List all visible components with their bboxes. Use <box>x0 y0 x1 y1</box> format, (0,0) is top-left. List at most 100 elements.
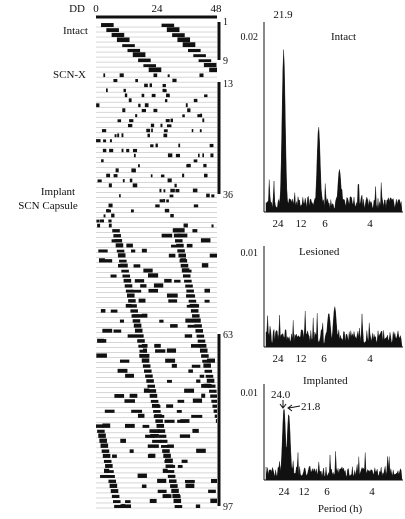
activity-bout <box>146 379 154 383</box>
actogram-rows <box>96 23 217 509</box>
activity-bout <box>127 334 137 338</box>
activity-bout <box>97 179 102 183</box>
activity-bout <box>105 464 113 468</box>
activity-bout <box>199 348 208 353</box>
activity-bout <box>101 129 107 133</box>
activity-bout <box>204 94 208 98</box>
activity-bout <box>195 504 201 508</box>
activity-bout <box>123 278 132 283</box>
periodogram-implanted: 0.01 Implanted 24.0 21.8 24 12 6 4 Perio… <box>241 375 403 515</box>
activity-bout <box>172 33 185 38</box>
activity-bout <box>192 229 198 233</box>
activity-bout <box>175 188 180 193</box>
activity-bout <box>204 288 211 293</box>
activity-bout <box>170 118 173 123</box>
activity-bout <box>122 108 126 113</box>
lesioned-title: Lesioned <box>299 246 340 258</box>
activity-bout <box>166 199 169 203</box>
activity-bout <box>167 379 172 383</box>
activity-bout <box>110 489 119 493</box>
phase-label-intact: Intact <box>63 25 88 37</box>
activity-bout <box>119 73 124 78</box>
implanted-peak-label-21-8: 21.8 <box>301 401 321 413</box>
intact-spectrum <box>265 49 403 213</box>
activity-bout <box>103 468 110 473</box>
activity-bout <box>158 434 167 438</box>
activity-bout <box>99 219 105 223</box>
activity-bout <box>186 243 193 248</box>
activity-bout <box>189 304 200 308</box>
activity-bout <box>206 378 215 383</box>
activity-bout <box>176 233 188 238</box>
activity-bout <box>137 473 147 478</box>
activity-bout <box>143 388 150 393</box>
activity-bout <box>116 249 125 253</box>
activity-bout <box>167 474 176 478</box>
activity-bout <box>112 454 117 458</box>
implanted-xtick-6: 6 <box>324 486 330 498</box>
activity-bout <box>193 159 197 163</box>
implanted-xtick-24: 24 <box>279 486 291 498</box>
activity-bout <box>204 173 208 178</box>
activity-bout <box>102 328 113 333</box>
activity-bout <box>168 299 178 303</box>
activity-bout <box>129 304 137 308</box>
activity-bout <box>136 334 144 338</box>
activity-bout <box>126 148 130 153</box>
activity-bout <box>120 438 126 443</box>
activity-bout <box>199 73 204 78</box>
activity-bout <box>184 388 195 393</box>
activity-bout <box>159 319 164 323</box>
activity-bout <box>173 498 182 503</box>
implanted-peak-label-24: 24.0 <box>271 389 291 401</box>
activity-bout <box>172 495 181 498</box>
activity-bout <box>164 494 172 498</box>
activity-bout <box>186 289 194 293</box>
activity-bout <box>210 394 217 398</box>
phase-label-lesion: SCN-X <box>53 69 86 81</box>
activity-bout <box>165 133 168 138</box>
activity-bout <box>165 458 173 463</box>
activity-bout <box>167 74 170 78</box>
activity-bout <box>129 449 134 453</box>
activity-bout <box>148 67 162 73</box>
activity-bout <box>172 78 177 83</box>
activity-bout <box>147 444 159 448</box>
actogram-header-label: DD <box>69 3 85 15</box>
activity-bout <box>108 219 112 223</box>
activity-bout <box>134 328 143 333</box>
activity-bout <box>113 500 121 503</box>
activity-bout <box>106 88 108 93</box>
activity-bout <box>164 89 167 93</box>
activity-bout <box>109 148 114 153</box>
activity-bout <box>155 349 166 353</box>
implanted-xtick-12: 12 <box>299 486 310 498</box>
activity-bout <box>122 179 125 183</box>
activity-bout <box>124 399 135 403</box>
activity-bout <box>122 274 131 278</box>
activity-bout <box>193 204 199 208</box>
activity-bout <box>121 133 124 138</box>
lesioned-xtick-4: 4 <box>367 353 373 365</box>
activity-bout <box>133 153 136 158</box>
activity-bout <box>177 37 191 43</box>
activity-bout <box>210 153 214 158</box>
activity-bout <box>209 389 217 393</box>
activity-bout <box>138 164 140 168</box>
intact-xtick-24: 24 <box>273 218 285 230</box>
activity-bout <box>111 32 125 38</box>
activity-bout <box>159 188 162 193</box>
activity-bout <box>101 159 104 163</box>
activity-bout <box>151 128 153 133</box>
activity-bout <box>211 194 215 198</box>
activity-bout <box>198 343 207 348</box>
activity-bout <box>144 103 149 108</box>
activity-bout <box>177 249 185 253</box>
activity-bout <box>133 323 142 328</box>
activity-bout <box>191 364 201 368</box>
activity-bout <box>175 153 181 158</box>
activity-bout <box>155 204 160 208</box>
activity-bout <box>167 178 172 183</box>
activity-bout <box>152 439 162 443</box>
activity-bout <box>169 194 174 198</box>
